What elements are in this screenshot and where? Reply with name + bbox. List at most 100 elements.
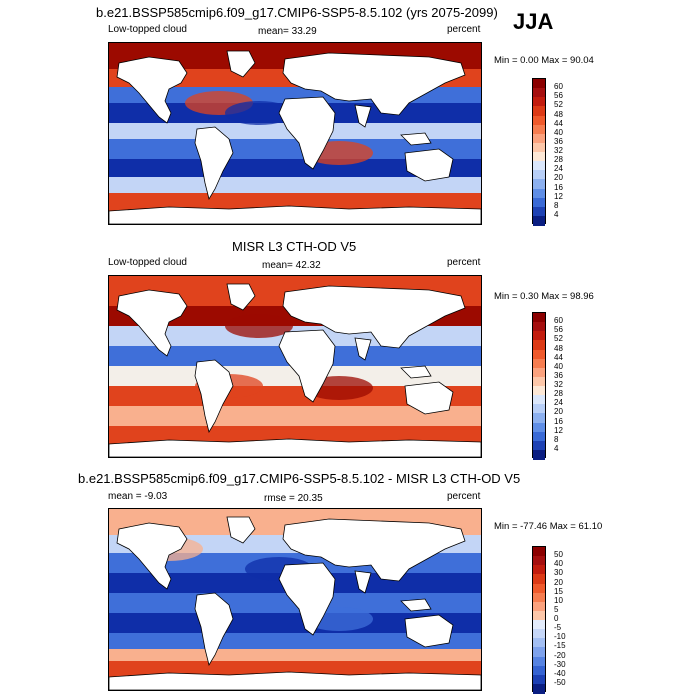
colorbar-tick-label: 4 xyxy=(554,443,559,453)
colorbar-swatch xyxy=(533,106,545,116)
colorbar-swatch xyxy=(533,583,545,594)
colorbar-swatch xyxy=(533,313,545,323)
continent-outline xyxy=(116,289,188,357)
colorbar-tick-label: 12 xyxy=(554,425,563,435)
colorbar-swatch xyxy=(533,97,545,107)
colorbar-tick-label: 30 xyxy=(554,568,563,578)
colorbar-tick-label: 20 xyxy=(554,577,563,587)
colorbar-swatch xyxy=(533,440,545,451)
colorbar-tick-label: 44 xyxy=(554,352,563,362)
colorbar-swatch xyxy=(533,79,545,89)
panel-3-rmse-label: rmse = 20.35 xyxy=(264,493,323,504)
colorbar-tick-label: 5 xyxy=(554,604,559,614)
colorbar-swatch xyxy=(533,367,545,378)
colorbar-swatch xyxy=(533,340,545,350)
continent-outline xyxy=(109,671,481,690)
panel-3-units-label: percent xyxy=(447,491,481,502)
colorbar-tick-label: 60 xyxy=(554,316,563,326)
colorbar-tick-label: -30 xyxy=(554,659,566,669)
colorbar-swatch xyxy=(533,115,545,126)
field-band xyxy=(109,177,481,193)
colorbar-swatch xyxy=(533,133,545,144)
colorbar-swatch xyxy=(533,683,545,694)
colorbar-tick-label: 60 xyxy=(554,82,563,92)
colorbar-tick-label: -50 xyxy=(554,677,566,687)
colorbar-swatch xyxy=(533,188,545,199)
colorbar-tick-label: 50 xyxy=(554,550,563,560)
panel-2-mean-label: mean= 42.32 xyxy=(262,260,321,271)
continent-outline xyxy=(282,285,466,349)
panel-3-mean-label: mean = -9.03 xyxy=(108,491,168,502)
colorbar-swatch xyxy=(533,215,545,226)
colorbar-tick-label: 20 xyxy=(554,407,563,417)
colorbar-tick-label: 44 xyxy=(554,118,563,128)
colorbar-swatch xyxy=(533,656,545,667)
continent-outline xyxy=(354,337,372,361)
panel-2-minmax: Min = 0.30 Max = 98.96 xyxy=(494,291,594,302)
continent-outline xyxy=(194,592,234,667)
colorbar-swatch xyxy=(533,206,545,217)
panel-1-minmax: Min = 0.00 Max = 90.04 xyxy=(494,55,594,66)
panel-2-colorbar xyxy=(532,312,546,460)
continent-outline xyxy=(194,359,234,434)
panel-2-map xyxy=(108,275,482,458)
continent-outline xyxy=(404,148,454,182)
continent-outline xyxy=(354,104,372,128)
continent-outline xyxy=(194,126,234,201)
colorbar-swatch xyxy=(533,565,545,575)
continent-outline xyxy=(404,614,454,648)
colorbar-swatch xyxy=(533,376,545,387)
continent-outline xyxy=(400,598,432,612)
colorbar-tick-label: 52 xyxy=(554,334,563,344)
season-label: JJA xyxy=(513,9,554,34)
colorbar-swatch xyxy=(533,665,545,676)
continent-outline xyxy=(278,562,336,636)
colorbar-swatch xyxy=(533,152,545,162)
continent-outline xyxy=(404,381,454,415)
colorbar-tick-label: 16 xyxy=(554,182,563,192)
field-feature xyxy=(225,314,293,338)
panel-3-minmax: Min = -77.46 Max = 61.10 xyxy=(494,521,603,532)
panel-3-title: b.e21.BSSP585cmip6.f09_g17.CMIP6-SSP5-8.… xyxy=(78,471,521,486)
continent-outline xyxy=(400,365,432,379)
colorbar-tick-label: -10 xyxy=(554,632,566,642)
colorbar-swatch xyxy=(533,161,545,171)
colorbar-tick-label: 28 xyxy=(554,389,563,399)
panel-1-variable-label: Low-topped cloud xyxy=(108,24,187,35)
continent-outline xyxy=(109,438,481,457)
colorbar-swatch xyxy=(533,88,545,98)
panel-2-title: MISR L3 CTH-OD V5 xyxy=(232,239,357,254)
colorbar-swatch xyxy=(533,404,545,414)
panel-1-title: b.e21.BSSP585cmip6.f09_g17.CMIP6-SSP5-8.… xyxy=(96,5,498,20)
colorbar-tick-label: 48 xyxy=(554,109,563,119)
field-feature xyxy=(225,101,293,125)
continent-outline xyxy=(282,52,466,116)
colorbar-tick-label: 8 xyxy=(554,200,559,210)
panel-1-colorbar xyxy=(532,78,546,226)
colorbar-swatch xyxy=(533,358,545,369)
colorbar-tick-label: 36 xyxy=(554,136,563,146)
field-band xyxy=(109,649,481,661)
colorbar-swatch xyxy=(533,610,545,621)
colorbar-swatch xyxy=(533,413,545,423)
panel-2-variable-label: Low-topped cloud xyxy=(108,257,187,268)
colorbar-tick-label: -15 xyxy=(554,641,566,651)
colorbar-tick-label: 0 xyxy=(554,614,559,623)
colorbar-swatch xyxy=(533,395,545,405)
colorbar-swatch xyxy=(533,592,545,603)
colorbar-swatch xyxy=(533,431,545,442)
colorbar-tick-label: -40 xyxy=(554,668,566,678)
panel-2-units-label: percent xyxy=(447,257,481,268)
colorbar-swatch xyxy=(533,449,545,460)
colorbar-swatch xyxy=(533,674,545,685)
colorbar-swatch xyxy=(533,124,545,135)
colorbar-tick-label: 52 xyxy=(554,100,563,110)
colorbar-tick-label: 24 xyxy=(554,398,563,408)
colorbar-tick-label: 20 xyxy=(554,173,563,183)
colorbar-tick-label: 40 xyxy=(554,361,563,371)
colorbar-swatch xyxy=(533,556,545,566)
colorbar-swatch xyxy=(533,620,545,630)
colorbar-swatch xyxy=(533,547,545,557)
panel-1-map xyxy=(108,42,482,225)
panel-1-units-label: percent xyxy=(447,24,481,35)
